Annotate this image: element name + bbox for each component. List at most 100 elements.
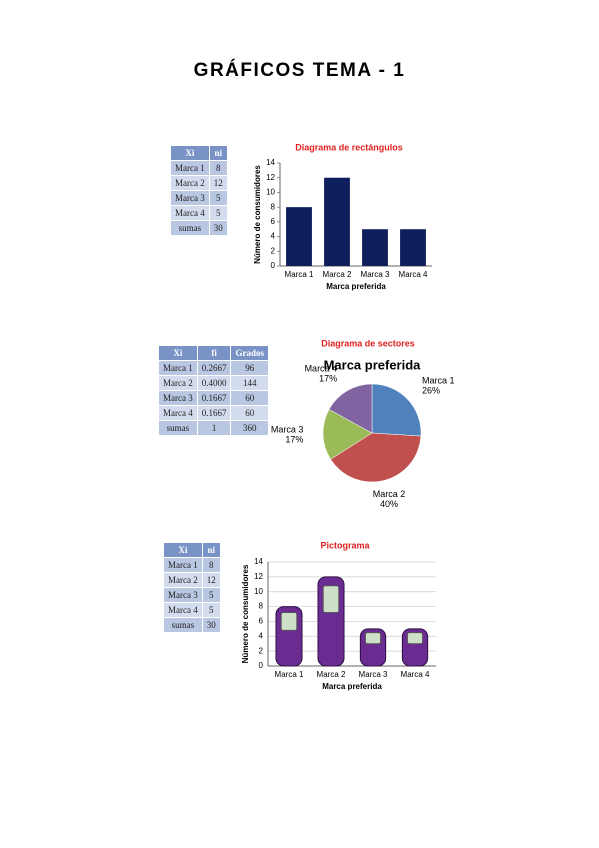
- table-cell: Marca 4: [170, 205, 210, 221]
- y-tick-label: 10: [266, 188, 275, 197]
- header-cell: Xi: [163, 542, 203, 558]
- x-axis-label: Marca preferida: [326, 282, 386, 291]
- phone-screen: [406, 632, 424, 645]
- table-cell: 30: [201, 617, 221, 633]
- x-tick-label: Marca 2: [317, 670, 346, 679]
- slice-value-label: 17%: [319, 373, 337, 383]
- table-cell: Marca 4: [158, 405, 198, 421]
- chart-subtitle: Marca preferida: [324, 357, 422, 372]
- pie-slice: [328, 383, 373, 434]
- table-cell: sumas: [158, 420, 198, 436]
- y-tick-label: 6: [271, 217, 276, 226]
- x-tick-label: Marca 3: [361, 270, 390, 279]
- pie-slice: [322, 409, 373, 460]
- table-cell: 96: [230, 360, 269, 376]
- table-cell: 5: [208, 190, 228, 206]
- phone-screen: [364, 632, 382, 645]
- table-row: Marca 2 12: [170, 175, 228, 191]
- x-tick-label: Marca 1: [275, 670, 304, 679]
- y-tick-label: 12: [266, 173, 275, 182]
- chart-title: Diagrama de rectángulos: [295, 142, 403, 152]
- slice-label: Marca 3: [271, 425, 304, 435]
- y-tick-label: 4: [271, 232, 276, 241]
- slice-value-label: 40%: [380, 499, 398, 509]
- table-cell: sumas: [170, 220, 210, 236]
- table-row: sumas 30: [163, 617, 221, 633]
- x-tick-label: Marca 4: [399, 270, 428, 279]
- y-tick-label: 6: [259, 617, 264, 626]
- x-tick-label: Marca 1: [285, 270, 314, 279]
- table-row: sumas 1 360: [158, 420, 269, 436]
- slice-label: Marca 4: [305, 363, 338, 373]
- header-row: Xi ni: [170, 145, 228, 161]
- header-row: Xi ni: [163, 542, 221, 558]
- table-cell: Marca 3: [170, 190, 210, 206]
- table-cell: Marca 2: [158, 375, 198, 391]
- x-axis-label: Marca preferida: [322, 682, 382, 691]
- table-cell: sumas: [163, 617, 203, 633]
- y-axis-label: Número de consumidores: [253, 165, 262, 264]
- header-cell: Grados: [230, 345, 269, 361]
- header-row: Xi fi Grados: [158, 345, 269, 361]
- table-cell: 5: [201, 587, 221, 603]
- table-cell: 12: [208, 175, 228, 191]
- header-cell: ni: [201, 542, 221, 558]
- y-tick-label: 10: [254, 587, 263, 596]
- y-tick-label: 2: [259, 646, 264, 655]
- header-cell: Xi: [170, 145, 210, 161]
- y-tick-label: 4: [259, 631, 264, 640]
- table-cell: 0.1667: [196, 390, 232, 406]
- data-table: Xi ni Marca 1 8 Marca 2 12 Marca 3 5 Marca 4 5 sum…: [163, 542, 221, 633]
- table-row: Marca 2 0.4000 144: [158, 375, 269, 391]
- y-tick-label: 0: [259, 661, 264, 670]
- y-tick-label: 14: [254, 557, 263, 566]
- page-title: GRÁFICOS TEMA - 1: [193, 60, 406, 81]
- table-cell: Marca 1: [163, 557, 203, 573]
- table-cell: 30: [208, 220, 228, 236]
- table-cell: 60: [230, 405, 269, 421]
- y-tick-label: 8: [259, 602, 264, 611]
- slice-label: Marca 1: [422, 375, 455, 385]
- x-tick-label: Marca 4: [401, 670, 430, 679]
- data-table: Xi fi Grados Marca 1 0.2667 96 Marca 2 0.4000 14…: [158, 345, 269, 436]
- table-cell: Marca 4: [163, 602, 203, 618]
- table-cell: Marca 2: [170, 175, 210, 191]
- slice-value-label: 17%: [285, 435, 303, 445]
- bar: [362, 229, 388, 266]
- y-axis-label: Número de consumidores: [241, 564, 250, 663]
- slice-value-label: 26%: [422, 385, 440, 395]
- chart-title: Pictograma: [320, 540, 370, 550]
- bar: [286, 207, 312, 266]
- phone-screen: [322, 585, 340, 614]
- table-cell: 5: [208, 205, 228, 221]
- bar: [400, 229, 426, 266]
- table-cell: 1: [196, 420, 232, 436]
- table-cell: Marca 3: [158, 390, 198, 406]
- bar: [324, 177, 350, 266]
- y-tick-label: 0: [271, 261, 276, 270]
- table-cell: 12: [201, 572, 221, 588]
- table-cell: 5: [201, 602, 221, 618]
- x-tick-label: Marca 3: [359, 670, 388, 679]
- table-cell: 360: [230, 420, 269, 436]
- y-tick-label: 8: [271, 202, 276, 211]
- y-tick-label: 14: [266, 158, 275, 167]
- chart-title: Diagrama de sectores: [321, 338, 415, 348]
- y-tick-label: 2: [271, 246, 276, 255]
- slice-label: Marca 2: [373, 489, 406, 499]
- table-row: sumas 30: [170, 220, 228, 236]
- pie-slice: [371, 383, 422, 437]
- pie-slice: [330, 432, 422, 483]
- y-tick-label: 12: [254, 572, 263, 581]
- data-table: Xi ni Marca 1 8 Marca 2 12 Marca 3 5 Marca 4 5 sum…: [170, 145, 228, 236]
- x-tick-label: Marca 2: [323, 270, 352, 279]
- header-cell: ni: [208, 145, 228, 161]
- phone-screen: [280, 612, 298, 631]
